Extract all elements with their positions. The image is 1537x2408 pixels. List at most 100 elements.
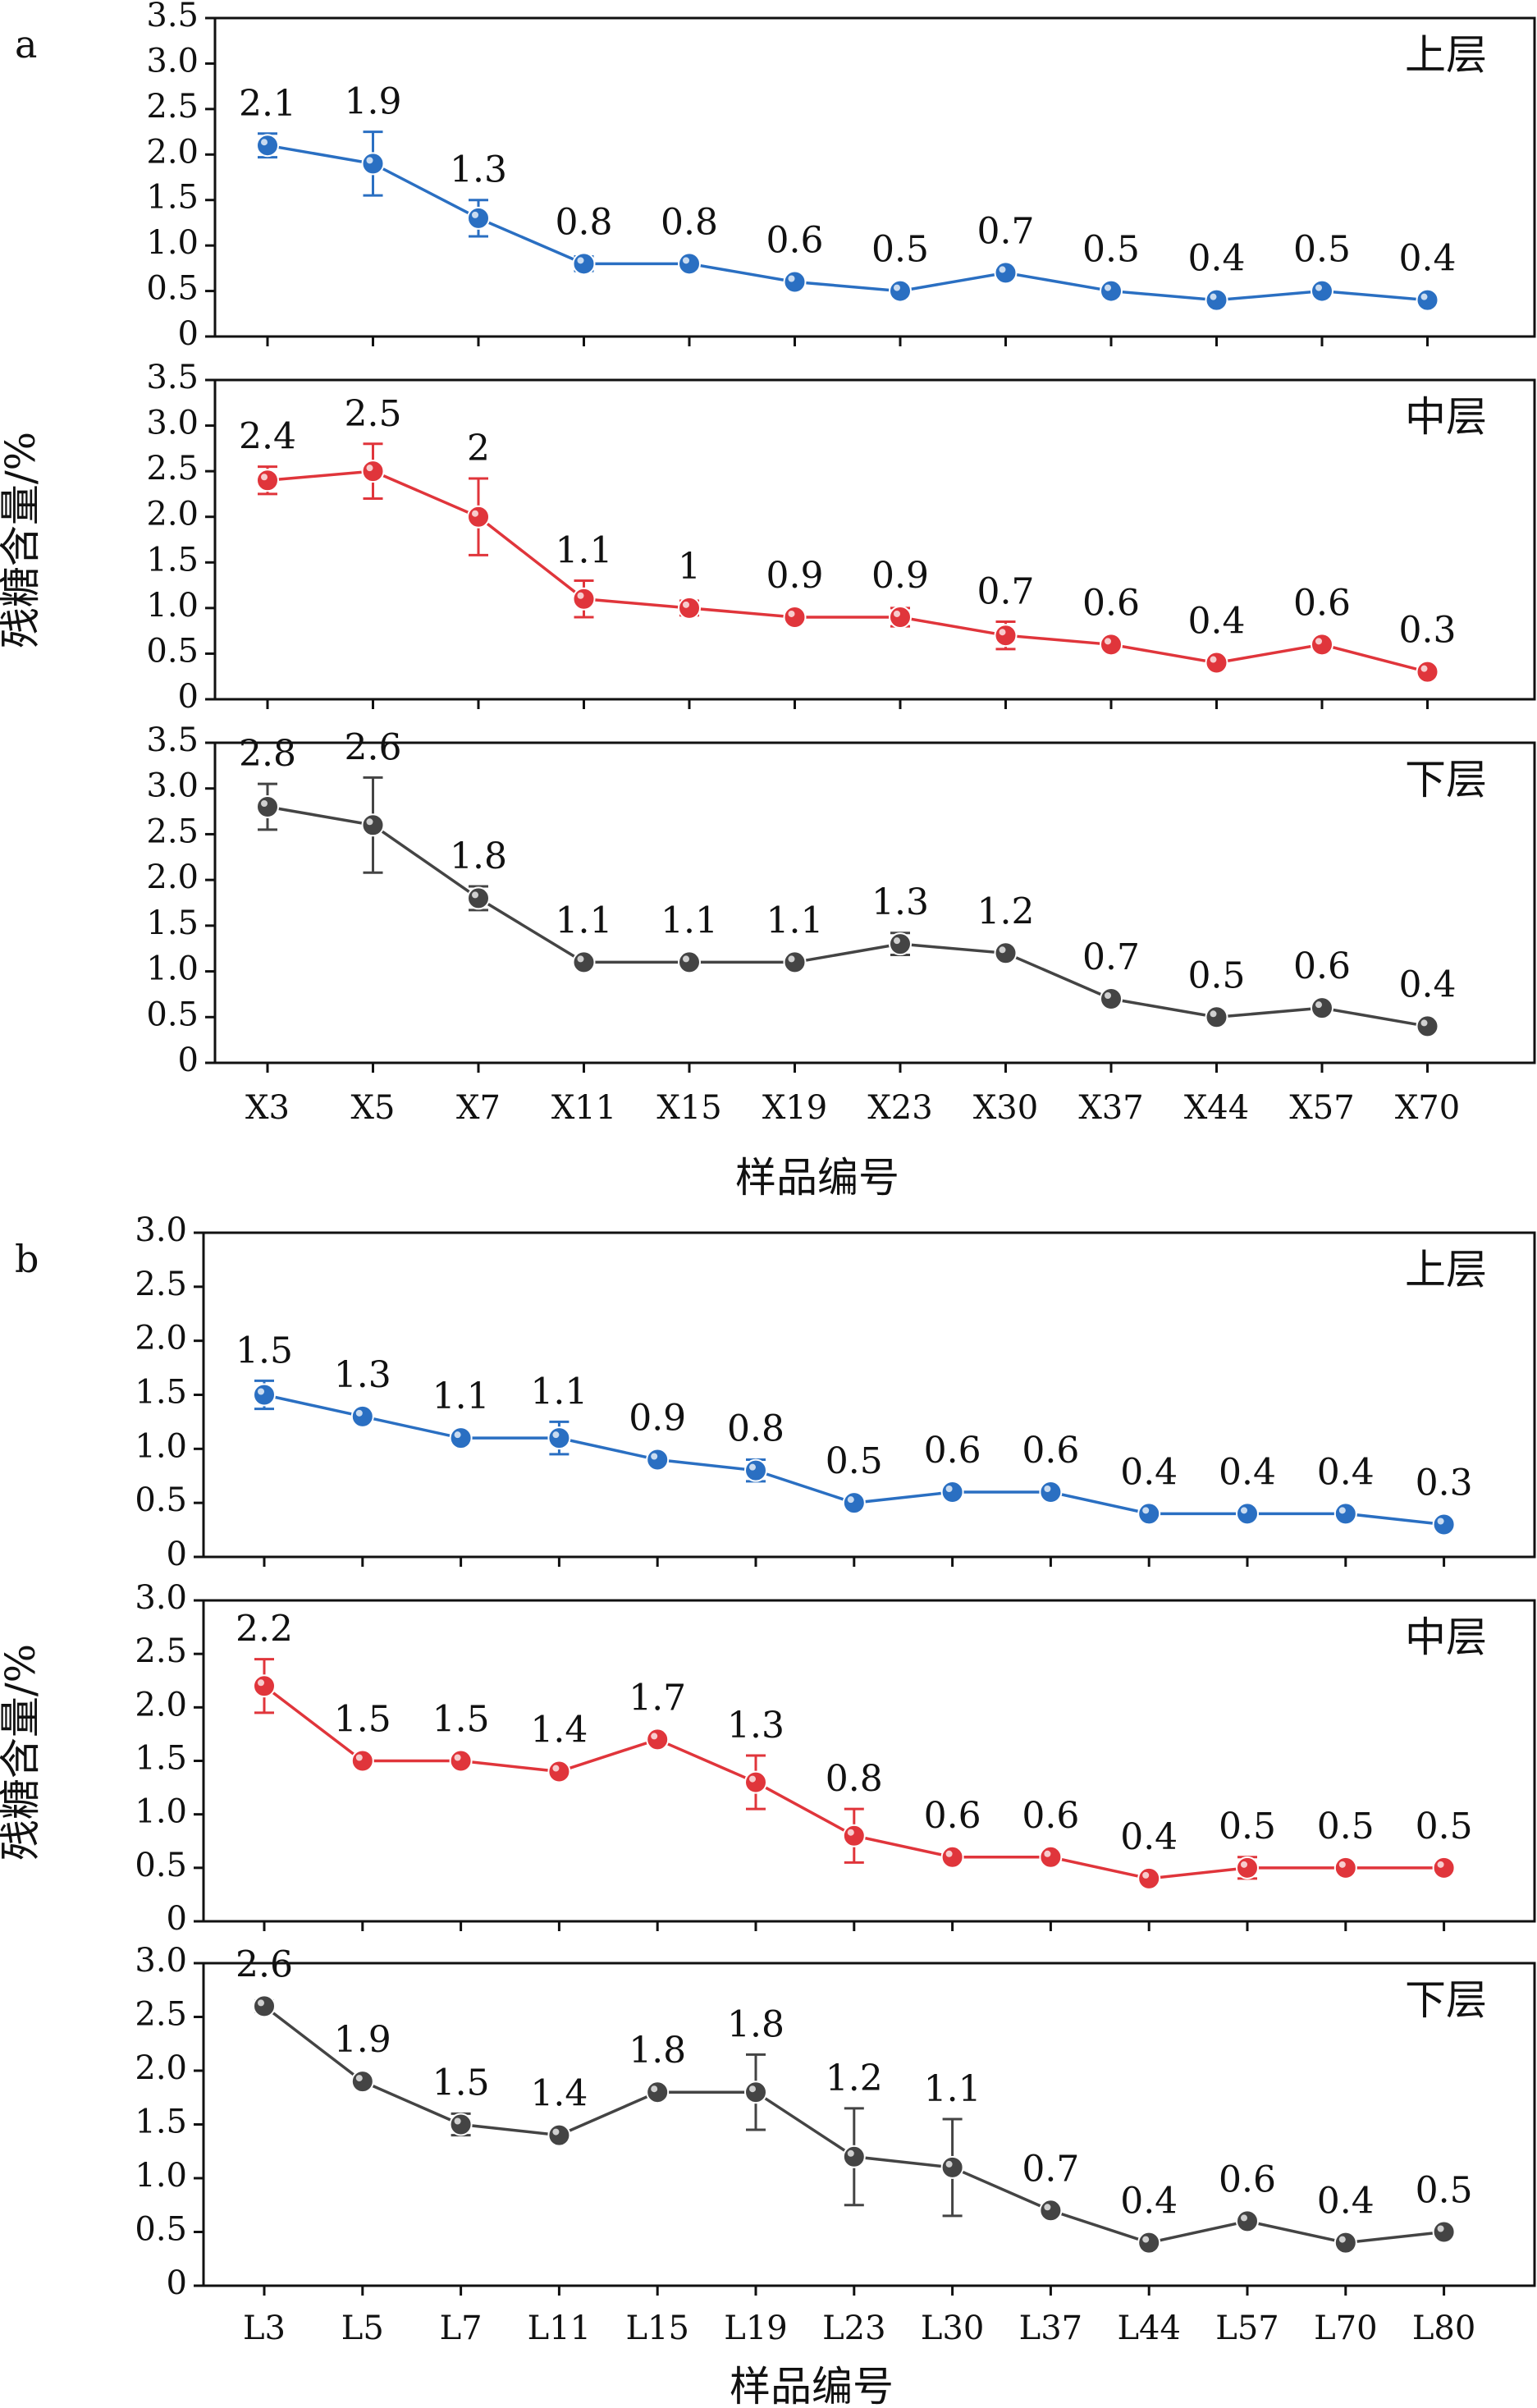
- plot-frame: [204, 1963, 1535, 2286]
- marker-highlight: [455, 1431, 461, 1438]
- data-point: 1.5: [236, 1330, 293, 1408]
- data-point: 0.7: [977, 210, 1035, 283]
- data-label: 0.6: [1022, 1430, 1079, 1472]
- subplot-b-2: 00.51.01.52.02.53.02.21.5 1.5 1.41.71.30.8…: [135, 1579, 1535, 1938]
- marker: [647, 1449, 668, 1471]
- y-tick-label: 0: [178, 678, 199, 716]
- data-label: 0.5: [1188, 955, 1246, 996]
- y-axis-label: 残糖含量/%: [0, 1644, 44, 1861]
- series-line: [268, 145, 1428, 300]
- marker-highlight: [848, 2150, 854, 2157]
- data-label: 0.7: [1022, 2148, 1079, 2190]
- data-label: 2.5: [345, 393, 402, 435]
- marker-highlight: [683, 257, 689, 263]
- marker-highlight: [683, 955, 689, 962]
- marker: [942, 1847, 963, 1868]
- marker: [785, 607, 806, 628]
- data-label: 1.9: [345, 81, 402, 123]
- data-point: 0.5: [1293, 229, 1351, 302]
- marker: [548, 1761, 570, 1783]
- residual-sugar-figure: a00.51.01.52.02.53.03.52.1 1.91.30.8 0.8 0.…: [0, 0, 1537, 2408]
- marker-highlight: [261, 474, 268, 480]
- marker: [548, 1427, 570, 1449]
- subplot-b-1: 00.51.01.52.02.53.01.51.31.1 1.10.9 0.80.5…: [135, 1211, 1535, 1573]
- y-tick-label: 2.0: [146, 496, 199, 533]
- data-label: 2.8: [239, 733, 296, 775]
- marker: [1138, 1868, 1160, 1889]
- data-label: 0.6: [766, 219, 824, 261]
- y-tick-label: 1.5: [135, 1740, 187, 1778]
- y-tick-label: 0.5: [146, 270, 199, 308]
- data-point: 1.3: [450, 149, 507, 236]
- y-tick-label: 3.5: [146, 721, 199, 759]
- marker: [942, 1481, 963, 1503]
- marker-highlight: [1315, 638, 1322, 644]
- marker: [1417, 662, 1439, 683]
- data-label: 0.5: [1293, 229, 1351, 271]
- marker-highlight: [1210, 657, 1217, 663]
- data-label: 0.8: [727, 1408, 785, 1450]
- layer-label: 下层: [1405, 1976, 1487, 2024]
- data-label: 0.9: [871, 555, 929, 597]
- marker-highlight: [651, 1733, 657, 1739]
- data-point: 2.1: [239, 83, 296, 158]
- y-tick-label: 3.5: [146, 0, 199, 34]
- layer-label: 上层: [1405, 31, 1487, 79]
- marker-highlight: [1044, 2204, 1050, 2210]
- data-point: 0.7: [1082, 936, 1140, 1009]
- x-tick-label: L5: [341, 2310, 384, 2347]
- data-label: 1.3: [871, 881, 929, 923]
- marker-highlight: [261, 139, 268, 145]
- x-tick-label: L7: [440, 2310, 483, 2347]
- y-tick-label: 2.5: [146, 450, 199, 488]
- x-tick-label: X37: [1078, 1089, 1143, 1127]
- data-label: 1.5: [334, 1699, 391, 1741]
- x-tick-label: L23: [822, 2310, 885, 2347]
- marker: [1335, 1857, 1356, 1879]
- marker-highlight: [1315, 1001, 1322, 1008]
- marker-highlight: [552, 1431, 559, 1438]
- marker-highlight: [1044, 1486, 1050, 1492]
- marker-highlight: [1438, 1861, 1444, 1868]
- marker-highlight: [1315, 285, 1322, 291]
- marker: [363, 153, 384, 174]
- marker: [254, 1385, 275, 1406]
- marker: [1206, 652, 1228, 674]
- marker-highlight: [356, 1755, 363, 1761]
- marker-highlight: [848, 1829, 854, 1836]
- data-point: 1.3: [334, 1354, 391, 1427]
- data-label: 0.6: [924, 1795, 981, 1837]
- marker: [1138, 1503, 1160, 1524]
- data-label: 0.7: [977, 210, 1035, 252]
- marker-highlight: [1210, 294, 1217, 300]
- marker-highlight: [258, 1999, 264, 2006]
- marker: [1100, 988, 1122, 1009]
- data-label: 1.3: [334, 1354, 391, 1396]
- x-tick-label: X23: [867, 1089, 932, 1127]
- marker-highlight: [552, 1765, 559, 1772]
- data-label: 0.5: [1317, 1806, 1375, 1847]
- x-tick-label: X57: [1289, 1089, 1354, 1127]
- marker: [785, 271, 806, 292]
- y-tick-label: 3.0: [146, 42, 199, 80]
- data-label: 0.8: [556, 201, 613, 243]
- data-label: 0.8: [826, 1758, 883, 1800]
- data-label: 0.4: [1188, 601, 1246, 643]
- data-label: 0.4: [1317, 1451, 1375, 1493]
- marker: [1040, 1847, 1061, 1868]
- marker: [785, 951, 806, 973]
- marker-highlight: [472, 510, 478, 517]
- marker-highlight: [552, 2129, 559, 2136]
- x-tick-label: X44: [1184, 1089, 1249, 1127]
- y-tick-label: 0.5: [146, 632, 199, 670]
- y-tick-label: 2.5: [146, 813, 199, 850]
- data-label: 0.5: [1219, 1806, 1276, 1847]
- y-tick-label: 0: [178, 315, 199, 353]
- y-tick-label: 1.5: [135, 2104, 187, 2141]
- data-label: 0.4: [1399, 238, 1457, 280]
- marker-highlight: [1000, 629, 1006, 635]
- marker-highlight: [789, 275, 795, 282]
- data-label: 0.6: [1082, 582, 1140, 624]
- data-label: 0.9: [629, 1398, 686, 1440]
- marker: [1335, 1503, 1356, 1524]
